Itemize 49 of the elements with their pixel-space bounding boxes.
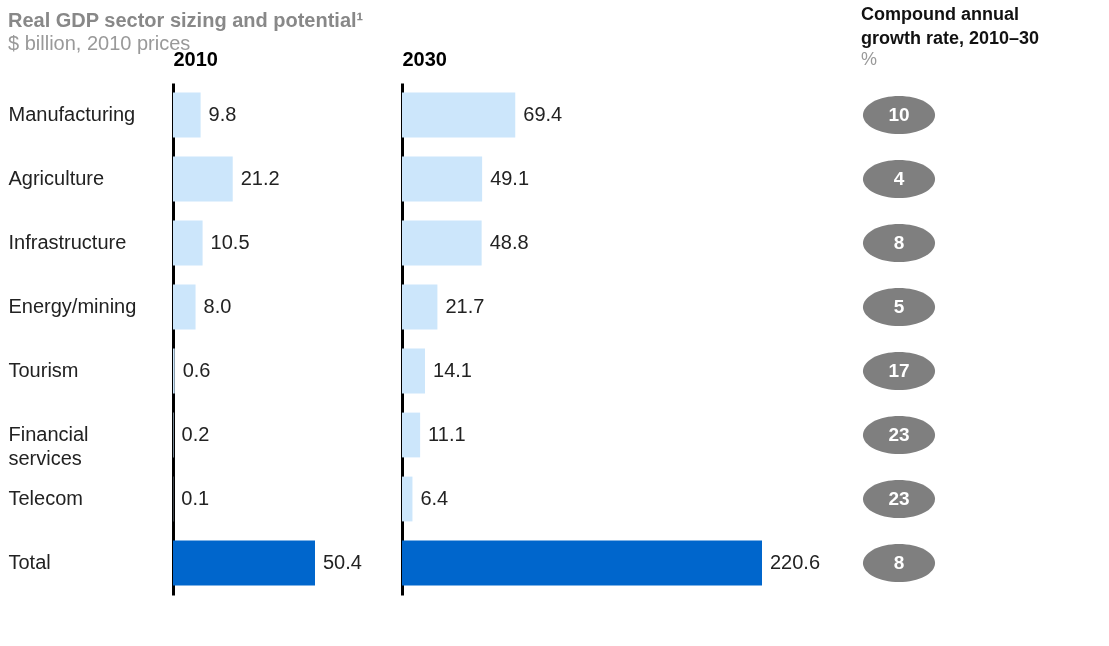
data-label: 21.7 (445, 295, 485, 317)
y-tick-label: Infrastructure (8, 231, 127, 253)
y-tick-label: Energy/mining (8, 295, 137, 317)
data-label: 49.1 (490, 167, 530, 189)
data-label: 11.1 (428, 423, 466, 445)
bar (402, 412, 421, 458)
chart-title: Real GDP sector sizing and potential¹ (8, 9, 364, 31)
bar (173, 92, 201, 138)
bar (402, 220, 482, 266)
y-tick-label: Total (8, 551, 51, 573)
data-label: 8 (893, 552, 905, 573)
bar (402, 476, 413, 522)
data-label: 8 (893, 232, 905, 253)
data-label: 21.2 (240, 167, 280, 189)
data-label: 0.2 (181, 423, 210, 445)
y-tick-label: Telecom (8, 487, 83, 509)
bar (402, 540, 762, 586)
data-label: 10 (888, 104, 910, 125)
data-label: 50.4 (323, 551, 362, 573)
bar (402, 92, 516, 138)
data-label: 9.8 (208, 103, 237, 125)
bar (173, 220, 203, 266)
data-label: 4 (893, 168, 905, 189)
bar (402, 284, 438, 330)
data-label: 48.8 (489, 231, 529, 253)
data-label: 0.1 (181, 487, 210, 509)
data-label: 10.5 (210, 231, 250, 253)
x-axis-title: 2030 (402, 47, 447, 70)
data-label: 8.0 (203, 295, 232, 317)
data-label: 6.4 (420, 487, 449, 509)
data-label: 14.1 (433, 359, 472, 381)
bar (173, 284, 196, 330)
data-label: 5 (893, 296, 905, 317)
text: % (861, 49, 878, 69)
y-tick-label: Manufacturing (8, 103, 136, 125)
bar (173, 156, 233, 202)
y-tick-label: Agriculture (8, 167, 105, 189)
bar (173, 540, 315, 586)
data-label: 23 (888, 424, 910, 445)
text: Compound annual growth rate, 2010–30 (861, 4, 1040, 48)
bar (402, 348, 426, 394)
y-tick-label: Financial services (8, 423, 89, 469)
data-label: 69.4 (523, 103, 563, 125)
bar (402, 156, 483, 202)
y-tick-label: Tourism (8, 359, 79, 381)
data-label: 220.6 (770, 551, 821, 573)
data-label: 0.6 (182, 359, 211, 381)
data-label: 23 (888, 488, 910, 509)
data-label: 17 (888, 360, 910, 381)
